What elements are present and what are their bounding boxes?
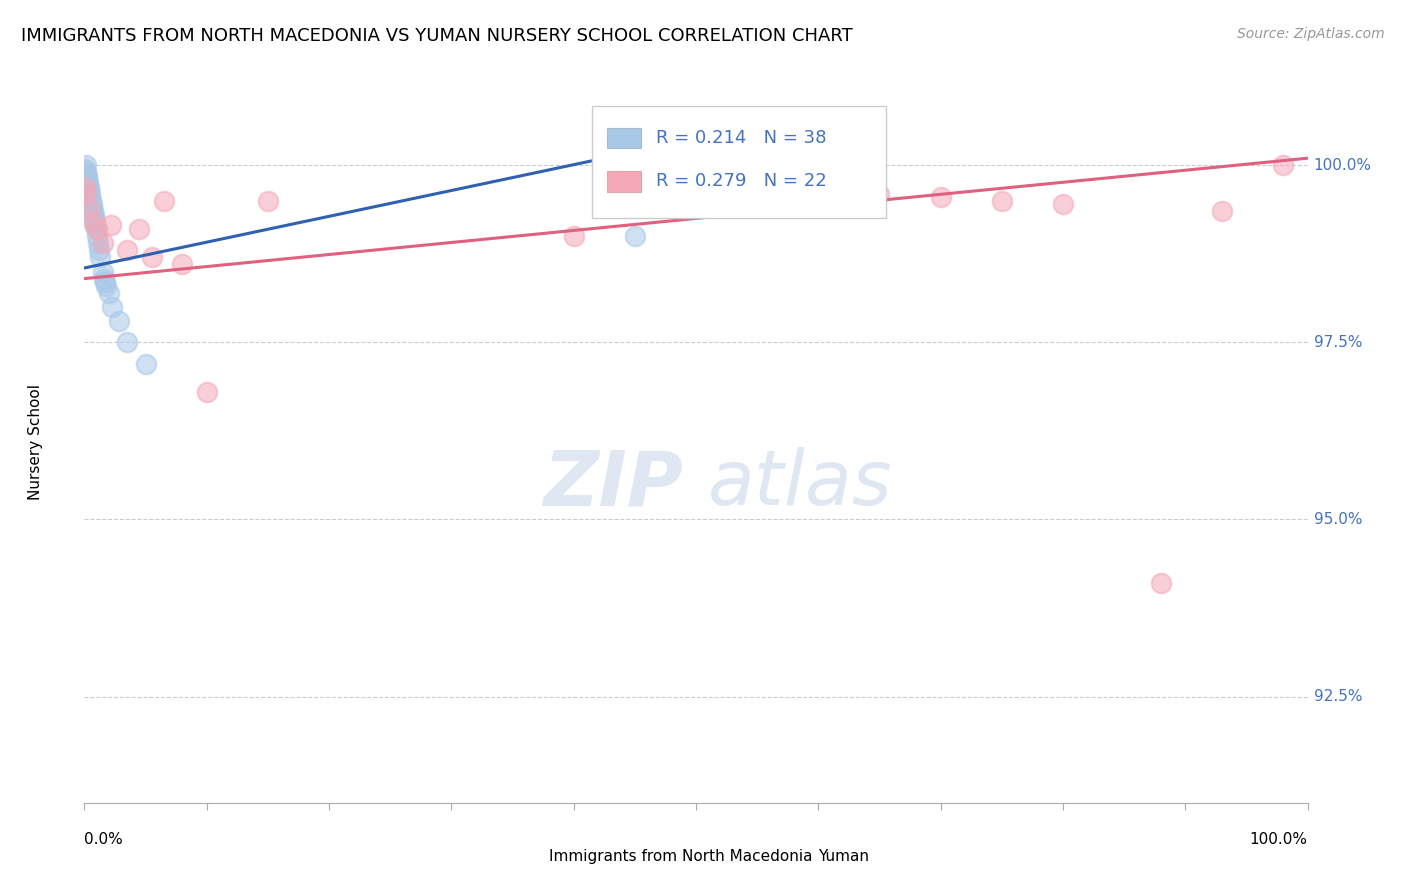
Text: 92.5%: 92.5%: [1313, 689, 1362, 704]
Text: R = 0.214   N = 38: R = 0.214 N = 38: [655, 129, 827, 147]
Point: [101, 300, 124, 314]
Point: [869, 186, 891, 201]
Point: [87, 236, 110, 251]
Point: [79, 190, 101, 204]
Text: Nursery School: Nursery School: [28, 384, 44, 500]
Point: [75, 158, 97, 172]
Text: 100.0%: 100.0%: [1313, 158, 1372, 173]
Point: [77, 183, 100, 197]
Point: [115, 244, 138, 258]
Point: [1272, 158, 1295, 172]
Point: [89, 251, 111, 265]
Point: [76, 172, 98, 186]
FancyBboxPatch shape: [606, 171, 641, 192]
Point: [94, 275, 117, 289]
Point: [75, 167, 97, 181]
Point: [80, 194, 103, 208]
Point: [76, 181, 98, 195]
Point: [76, 169, 98, 183]
Point: [991, 194, 1014, 208]
Point: [93, 271, 115, 285]
Point: [107, 314, 129, 328]
Point: [100, 219, 122, 233]
Point: [75, 179, 97, 194]
Point: [75, 161, 97, 176]
Point: [80, 197, 103, 211]
Point: [84, 222, 107, 236]
Point: [77, 176, 100, 190]
Point: [562, 229, 585, 244]
Point: [82, 201, 104, 215]
Text: 100.0%: 100.0%: [1250, 831, 1308, 847]
Text: ZIP: ZIP: [544, 447, 683, 521]
Point: [77, 185, 100, 199]
Text: 97.5%: 97.5%: [1313, 334, 1362, 350]
Point: [82, 204, 104, 219]
Point: [91, 236, 114, 251]
Point: [86, 222, 108, 236]
Point: [1150, 576, 1173, 591]
Point: [172, 257, 194, 271]
Point: [76, 174, 98, 188]
Point: [97, 285, 120, 300]
Point: [141, 251, 163, 265]
Point: [195, 384, 218, 399]
Point: [79, 186, 101, 201]
Text: 95.0%: 95.0%: [1313, 512, 1362, 527]
Point: [76, 178, 98, 193]
Point: [257, 194, 280, 208]
Point: [84, 219, 107, 233]
Point: [1052, 197, 1074, 211]
FancyBboxPatch shape: [606, 128, 641, 148]
Point: [929, 190, 952, 204]
Text: atlas: atlas: [709, 447, 893, 521]
Text: Source: ZipAtlas.com: Source: ZipAtlas.com: [1237, 27, 1385, 41]
Point: [83, 215, 105, 229]
Text: 0.0%: 0.0%: [84, 831, 124, 847]
Point: [83, 208, 105, 222]
Point: [75, 165, 97, 179]
Point: [77, 201, 100, 215]
Point: [91, 264, 114, 278]
FancyBboxPatch shape: [782, 844, 813, 870]
Point: [86, 229, 108, 244]
Point: [75, 186, 97, 201]
FancyBboxPatch shape: [592, 105, 886, 218]
Point: [87, 244, 110, 258]
Text: R = 0.279   N = 22: R = 0.279 N = 22: [655, 172, 827, 190]
FancyBboxPatch shape: [513, 844, 543, 870]
Point: [82, 215, 104, 229]
Point: [128, 222, 150, 236]
Point: [135, 357, 157, 371]
Point: [153, 194, 176, 208]
Text: IMMIGRANTS FROM NORTH MACEDONIA VS YUMAN NURSERY SCHOOL CORRELATION CHART: IMMIGRANTS FROM NORTH MACEDONIA VS YUMAN…: [21, 27, 853, 45]
Point: [115, 335, 138, 350]
Point: [1211, 204, 1233, 219]
Point: [83, 211, 105, 226]
Point: [77, 179, 100, 194]
Text: Yuman: Yuman: [818, 849, 869, 864]
Point: [624, 229, 647, 244]
Text: Immigrants from North Macedonia: Immigrants from North Macedonia: [550, 849, 813, 864]
Point: [96, 278, 118, 293]
